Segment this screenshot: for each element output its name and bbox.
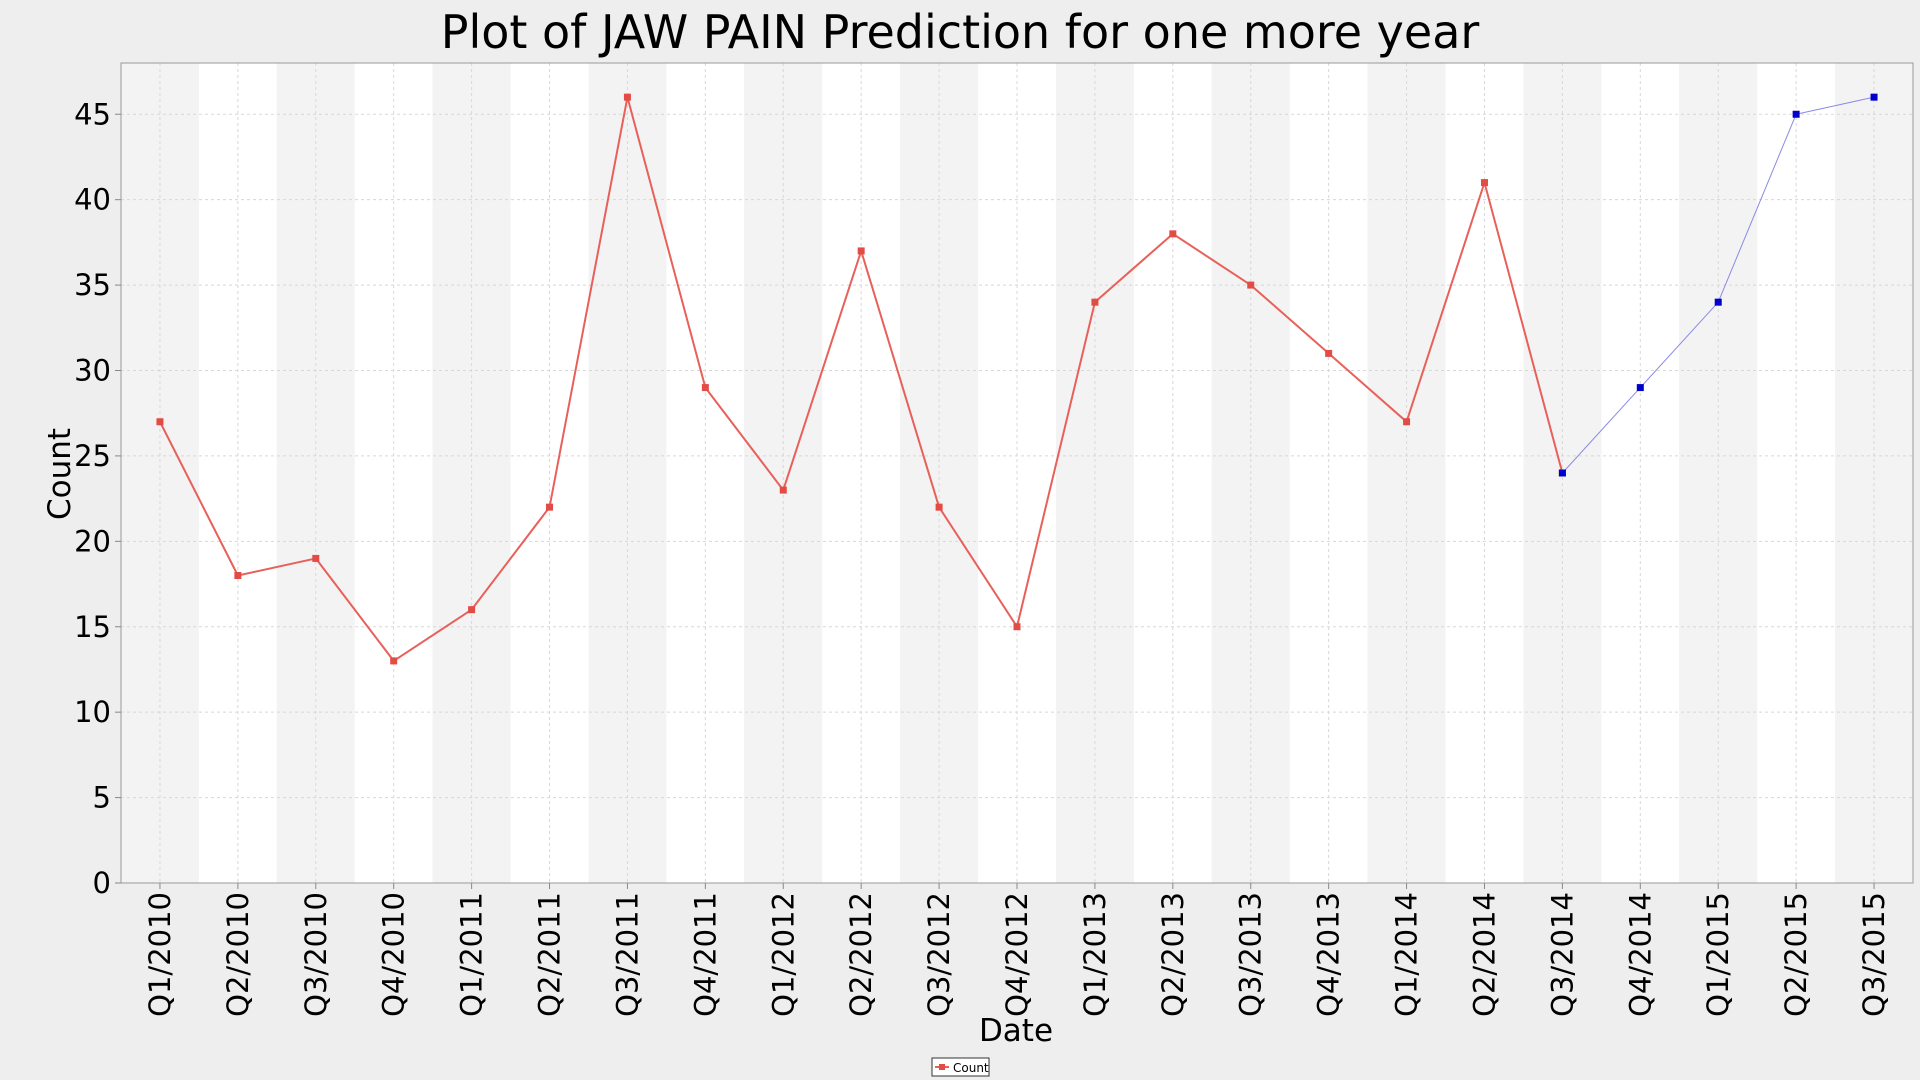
y-tick-label: 0 — [93, 866, 111, 900]
data-point — [1714, 298, 1722, 306]
x-tick-label: Q2/2012 — [844, 892, 878, 1017]
x-tick-label: Q2/2015 — [1779, 892, 1813, 1017]
x-tick-label: Q2/2014 — [1467, 892, 1501, 1017]
data-point — [1013, 623, 1021, 631]
data-point — [1403, 418, 1411, 426]
x-tick-label: Q4/2012 — [1000, 892, 1034, 1017]
x-tick-label: Q3/2010 — [299, 892, 333, 1017]
series-markers — [156, 93, 1878, 665]
data-point — [1558, 469, 1566, 477]
data-point — [1091, 298, 1099, 306]
x-tick-label: Q1/2011 — [455, 892, 489, 1017]
data-point — [701, 384, 709, 392]
data-point — [468, 606, 476, 614]
data-point — [1636, 384, 1644, 392]
data-point — [546, 503, 554, 511]
plot-bands — [121, 63, 1913, 883]
y-tick-label: 10 — [74, 695, 111, 729]
x-tick-label: Q4/2011 — [688, 892, 722, 1017]
data-point — [1480, 179, 1488, 187]
x-tick-label: Q1/2012 — [766, 892, 800, 1017]
data-point — [1247, 281, 1255, 289]
x-tick-label: Q3/2011 — [610, 892, 644, 1017]
x-tick-label: Q1/2014 — [1390, 892, 1424, 1017]
x-tick-label: Q3/2013 — [1234, 892, 1268, 1017]
y-tick-label: 25 — [74, 439, 111, 473]
y-tick-label: 35 — [74, 268, 111, 302]
data-point — [390, 657, 398, 665]
x-tick-label: Q2/2013 — [1156, 892, 1190, 1017]
x-tick-label: Q1/2013 — [1078, 892, 1112, 1017]
y-tick-label: 20 — [74, 524, 111, 558]
data-point — [857, 247, 865, 255]
x-tick-label: Q3/2012 — [922, 892, 956, 1017]
data-point — [779, 486, 787, 494]
x-tick-label: Q3/2014 — [1545, 892, 1579, 1017]
data-point — [1870, 93, 1878, 101]
chart-title: Plot of JAW PAIN Prediction for one more… — [441, 5, 1480, 59]
y-tick-label: 15 — [74, 610, 111, 644]
legend-marker-swatch — [939, 1064, 945, 1070]
data-point — [623, 93, 631, 101]
data-point — [156, 418, 164, 426]
y-tick-label: 5 — [93, 781, 111, 815]
x-tick-label: Q4/2013 — [1312, 892, 1346, 1017]
x-axis-title: Date — [979, 1013, 1053, 1049]
x-tick-label: Q4/2014 — [1623, 892, 1657, 1017]
x-tick-label: Q1/2010 — [143, 892, 177, 1017]
y-tick-label: 40 — [74, 183, 111, 217]
data-point — [312, 554, 320, 562]
data-point — [1325, 349, 1333, 357]
x-tick-label: Q2/2010 — [221, 892, 255, 1017]
x-tick-label: Q3/2015 — [1857, 892, 1891, 1017]
x-tick-label: Q4/2010 — [377, 892, 411, 1017]
legend: Count — [931, 1057, 990, 1077]
y-axis-title: Count — [42, 428, 78, 520]
x-tick-label: Q2/2011 — [533, 892, 567, 1017]
data-point — [935, 503, 943, 511]
y-axis: 0 5 10 15 20 25 30 35 40 45 — [74, 97, 121, 900]
y-tick-label: 30 — [74, 354, 111, 388]
data-point — [1792, 110, 1800, 118]
y-tick-label: 45 — [74, 97, 111, 131]
data-point — [1169, 230, 1177, 238]
x-tick-label: Q1/2015 — [1701, 892, 1735, 1017]
legend-box — [931, 1057, 990, 1077]
data-point — [234, 572, 242, 579]
x-axis: Q1/2010 Q2/2010 Q3/2010 Q4/2010 Q1/2011 Q2/20… — [143, 883, 1891, 1017]
legend-label-count: Count — [953, 1061, 989, 1075]
